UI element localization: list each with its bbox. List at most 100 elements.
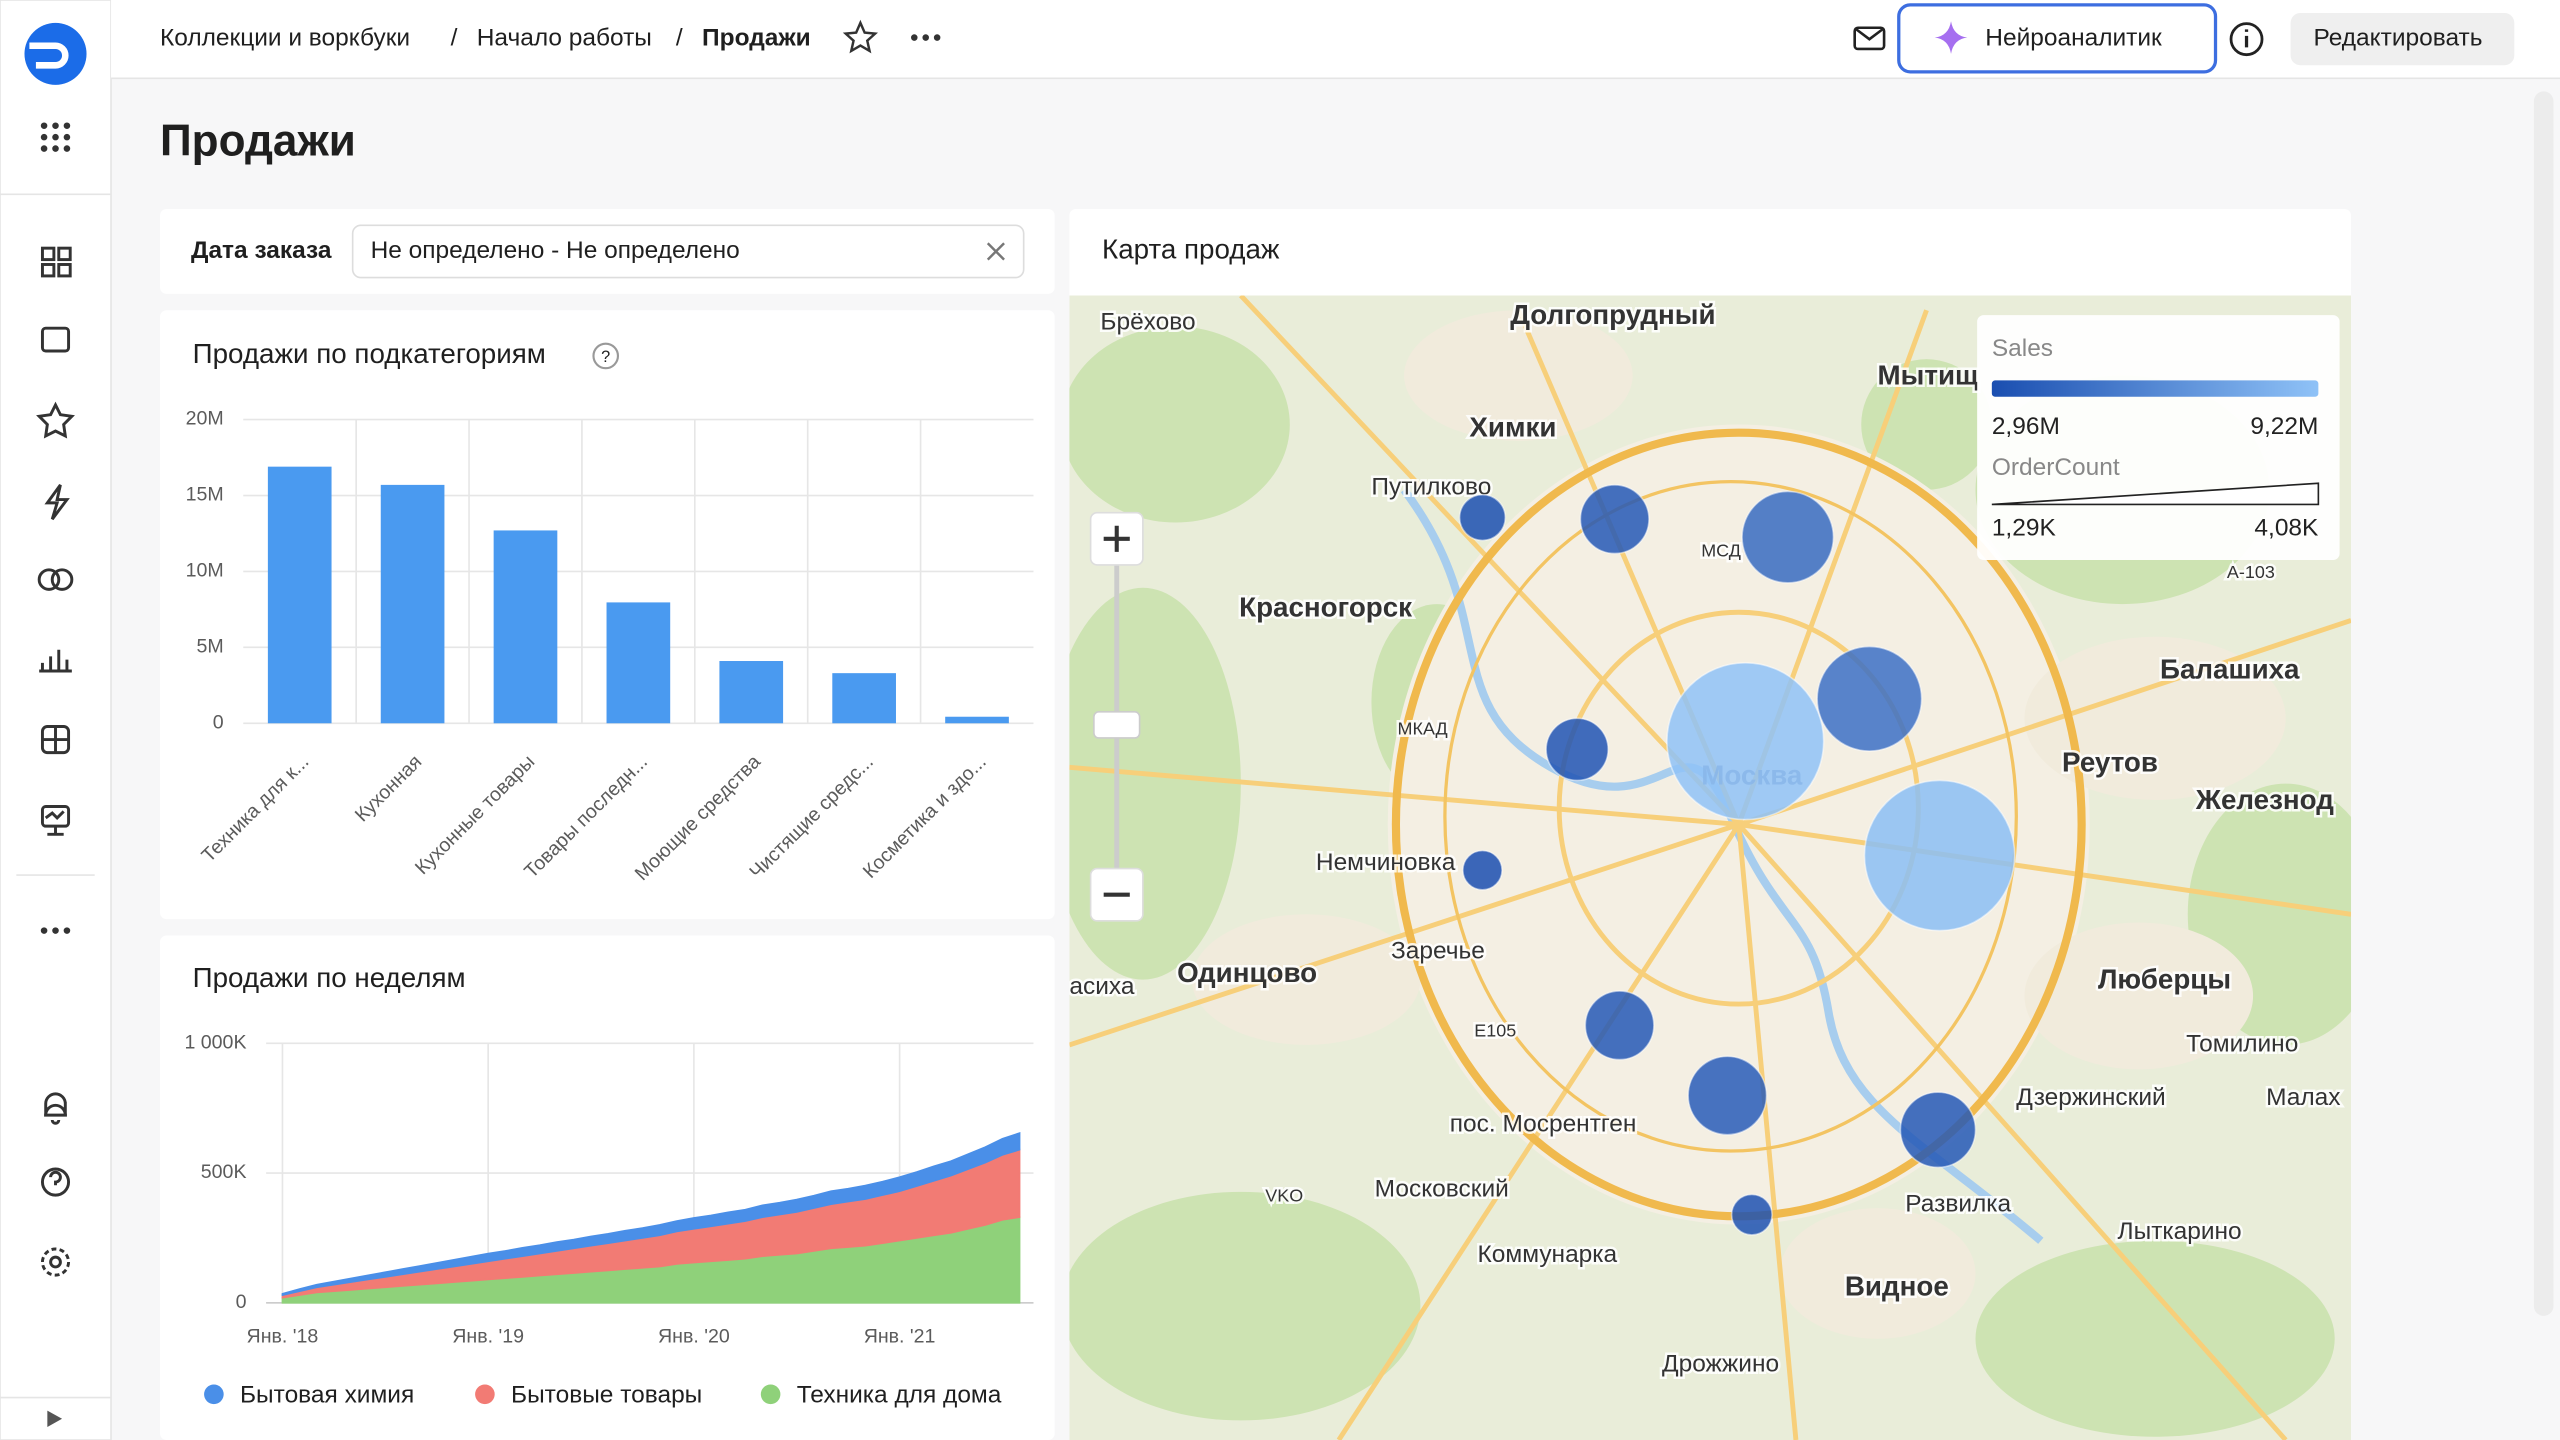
map-place-label: пос. Мосрентген	[1450, 1110, 1637, 1137]
map-bubble	[1579, 484, 1650, 555]
nav-more[interactable]	[40, 927, 71, 934]
breadcrumb-separator: /	[676, 25, 683, 52]
legend-marker	[204, 1384, 224, 1405]
favorite-star[interactable]	[842, 19, 879, 54]
y-tick-label: 10M	[186, 560, 224, 582]
map-bubble	[1666, 662, 1825, 821]
legend-label: Техника для дома	[797, 1381, 1002, 1408]
bar	[380, 484, 445, 724]
map-bubble	[1584, 990, 1655, 1061]
filter-input[interactable]	[351, 224, 1025, 279]
legend-title: OrderCount	[1992, 454, 2120, 481]
nav-monitor[interactable]	[40, 805, 71, 836]
nav-collections[interactable]	[40, 246, 72, 278]
y-tick-label: 15M	[186, 484, 224, 506]
map-title: Карта продаж	[1102, 234, 1280, 265]
bar	[832, 673, 896, 724]
map-place-label: Коммунарка	[1478, 1241, 1618, 1268]
breadcrumb-current: Продажи	[702, 25, 811, 52]
map-place-label: Реутов	[2062, 746, 2158, 777]
top-bar: Коллекции и воркбуки / Начало работы / П…	[111, 0, 2560, 80]
mail-button[interactable]	[1853, 26, 1886, 51]
bar-chart-card: Продажи по подкатегориям ? 05M10M15M20MТ…	[160, 310, 1055, 920]
nav-dashboards[interactable]	[40, 725, 71, 755]
map-place-label: МСД	[1701, 541, 1741, 561]
help-icon[interactable]: ?	[592, 342, 620, 370]
legend-label: Бытовые товары	[511, 1381, 702, 1408]
map[interactable]: Брёхово Долгопрудный Мытищ Химки Путилково Кр…	[1045, 295, 2384, 1440]
map-card: Карта продаж Брёхово Долгопрудный Мытищ Хим…	[1045, 208, 2384, 1440]
y-tick-label: 5M	[196, 636, 223, 658]
y-tick-label: 1 000K	[184, 1031, 246, 1053]
map-place-label: Дзержинский	[2016, 1084, 2165, 1111]
map-place-label: VKO	[1265, 1185, 1303, 1205]
map-place-label: Московский	[1375, 1176, 1509, 1203]
sidebar-expand[interactable]	[47, 1410, 63, 1427]
legend-label: Бытовая химия	[240, 1381, 414, 1408]
apps-icon[interactable]	[40, 122, 71, 152]
ai-button[interactable]: Нейроаналитик	[1897, 3, 2218, 74]
legend-title: Sales	[1992, 335, 2053, 362]
bar	[719, 661, 784, 724]
y-tick-label: 20M	[186, 408, 224, 430]
map-place-label: Химки	[1469, 412, 1556, 443]
bar	[267, 466, 332, 724]
legend-marker	[760, 1384, 781, 1405]
map-place-label: Долгопрудный	[1510, 299, 1715, 330]
map-place-label: Люберцы	[2098, 964, 2231, 995]
legend-max: 9,22M	[2250, 413, 2318, 440]
filter-label: Дата заказа	[191, 237, 332, 264]
map-place-label: A-103	[2227, 562, 2275, 582]
x-tick-label: Янв. '21	[864, 1325, 936, 1347]
map-place-label: МКАД	[1398, 719, 1448, 739]
area	[281, 1131, 1021, 1297]
map-bubble	[1687, 1055, 1768, 1136]
breadcrumb[interactable]: Коллекции и воркбуки	[160, 25, 410, 52]
breadcrumb-separator: /	[451, 25, 458, 52]
filter-clear[interactable]	[986, 242, 1005, 261]
legend-min: 2,96M	[1992, 413, 2060, 440]
nav-notifications[interactable]	[44, 1092, 67, 1125]
more-menu[interactable]	[911, 34, 941, 41]
nav-workbooks[interactable]	[40, 326, 71, 353]
chart-title: Продажи по неделям	[193, 962, 466, 993]
svg-text:?: ?	[601, 348, 610, 366]
scrollbar[interactable]	[2533, 91, 2554, 1316]
map-bubble	[1863, 779, 2016, 932]
map-bubble	[1816, 645, 1923, 752]
map-place-label: Дрожжино	[1662, 1350, 1779, 1377]
bar	[945, 716, 1009, 724]
ai-button-label: Нейроаналитик	[1985, 25, 2162, 52]
map-bubble	[1458, 493, 1507, 542]
map-place-label: Заречье	[1391, 937, 1485, 964]
x-tick-label: Янв. '19	[452, 1325, 524, 1347]
legend-max: 4,08K	[2254, 514, 2319, 541]
nav-favorites[interactable]	[36, 401, 75, 439]
map-place-label: Мытищ	[1878, 359, 1979, 390]
breadcrumb[interactable]: Начало работы	[477, 25, 652, 52]
x-tick-label: Янв. '18	[247, 1325, 319, 1347]
map-place-label: Красногорск	[1239, 591, 1412, 622]
edit-button[interactable]: Редактировать	[2290, 13, 2515, 66]
map-place-label: Лыткарино	[2118, 1218, 2242, 1245]
nav-connections[interactable]	[44, 484, 70, 521]
map-place-label: E105	[1474, 1021, 1516, 1041]
logo[interactable]	[24, 22, 87, 85]
map-place-label: Железнод	[2195, 784, 2334, 815]
bar	[493, 530, 558, 724]
nav-charts[interactable]	[39, 649, 72, 673]
x-tick-label: Янв. '20	[658, 1325, 730, 1347]
zoom-slider[interactable]	[1093, 711, 1141, 739]
nav-datasets[interactable]	[37, 568, 74, 591]
nav-settings[interactable]	[40, 1247, 71, 1277]
map-bubble	[1730, 1193, 1773, 1236]
legend-min: 1,29K	[1992, 514, 2057, 541]
filter-value: Не определено - Не определено	[371, 237, 740, 264]
y-tick-label: 0	[213, 711, 224, 733]
map-bubble	[1741, 490, 1835, 584]
info-button[interactable]	[2229, 22, 2264, 57]
edit-button-label: Редактировать	[2313, 25, 2482, 52]
nav-help[interactable]	[40, 1167, 71, 1197]
